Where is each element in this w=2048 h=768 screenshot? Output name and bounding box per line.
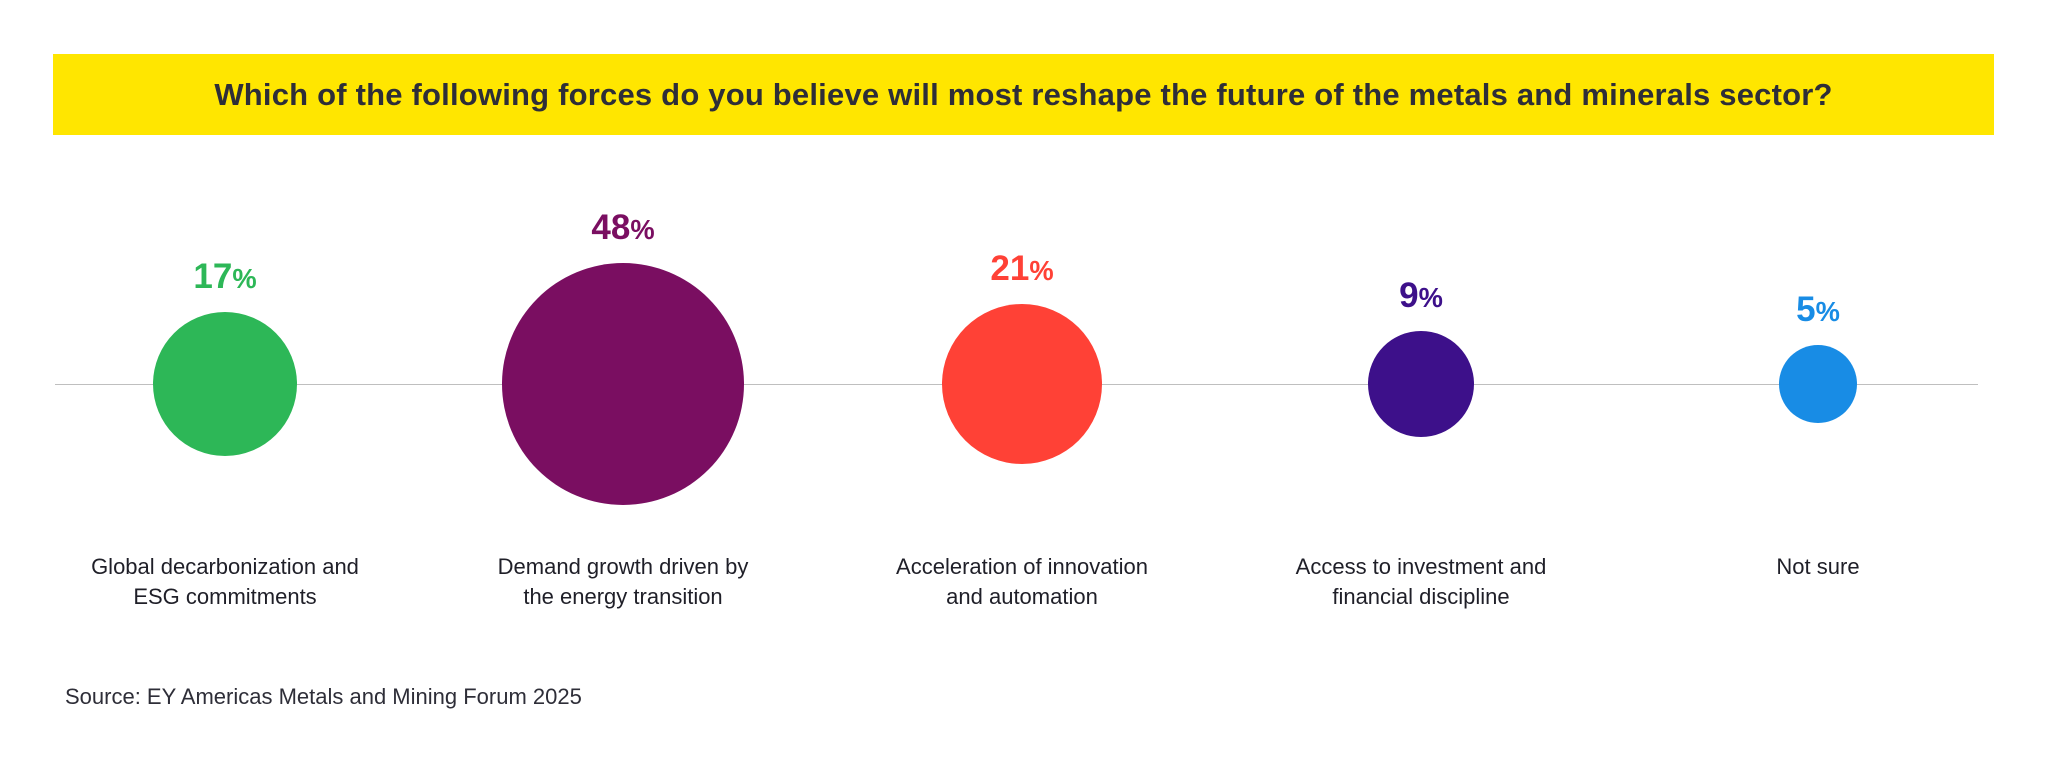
bubble-column-not-sure: 5% Not sure — [1619, 0, 2017, 768]
category-label: Demand growth driven by the energy trans… — [497, 554, 749, 609]
bubble — [942, 304, 1102, 464]
chart-title: Which of the following forces do you bel… — [214, 76, 1833, 112]
bubble-column-innovation: 21% Acceleration of innovation and autom… — [823, 0, 1221, 768]
chart-title-banner: Which of the following forces do you bel… — [53, 54, 1994, 135]
value-label: 9% — [1222, 278, 1620, 316]
category-label: Acceleration of innovation and automatio… — [896, 554, 1148, 609]
percent-sign: % — [630, 214, 655, 245]
category-label: Not sure — [1776, 554, 1860, 579]
value-label: 21% — [823, 251, 1221, 289]
value-number: 48 — [591, 208, 631, 247]
percent-sign: % — [1418, 282, 1443, 313]
percent-sign: % — [1815, 296, 1840, 327]
bubble — [502, 263, 744, 505]
source-note: Source: EY Americas Metals and Mining Fo… — [65, 684, 582, 709]
category-label: Global decarbonization and ESG commitmen… — [91, 554, 359, 609]
percent-sign: % — [1029, 255, 1054, 286]
bubble-column-investment: 9% Access to investment and financial di… — [1222, 0, 1620, 768]
value-number: 5 — [1796, 290, 1816, 329]
bubble-column-decarbonization: 17% Global decarbonization and ESG commi… — [26, 0, 424, 768]
bubble-column-demand-growth: 48% Demand growth driven by the energy t… — [424, 0, 822, 768]
category-label: Access to investment and financial disci… — [1295, 554, 1547, 609]
percent-sign: % — [232, 263, 257, 294]
value-label: 5% — [1619, 292, 2017, 330]
value-number: 21 — [990, 249, 1030, 288]
value-number: 17 — [193, 257, 233, 296]
value-label: 48% — [424, 210, 822, 248]
value-label: 17% — [26, 259, 424, 297]
value-number: 9 — [1399, 276, 1419, 315]
bubble — [1779, 345, 1857, 423]
bubble — [153, 312, 297, 456]
bubble — [1368, 331, 1474, 437]
